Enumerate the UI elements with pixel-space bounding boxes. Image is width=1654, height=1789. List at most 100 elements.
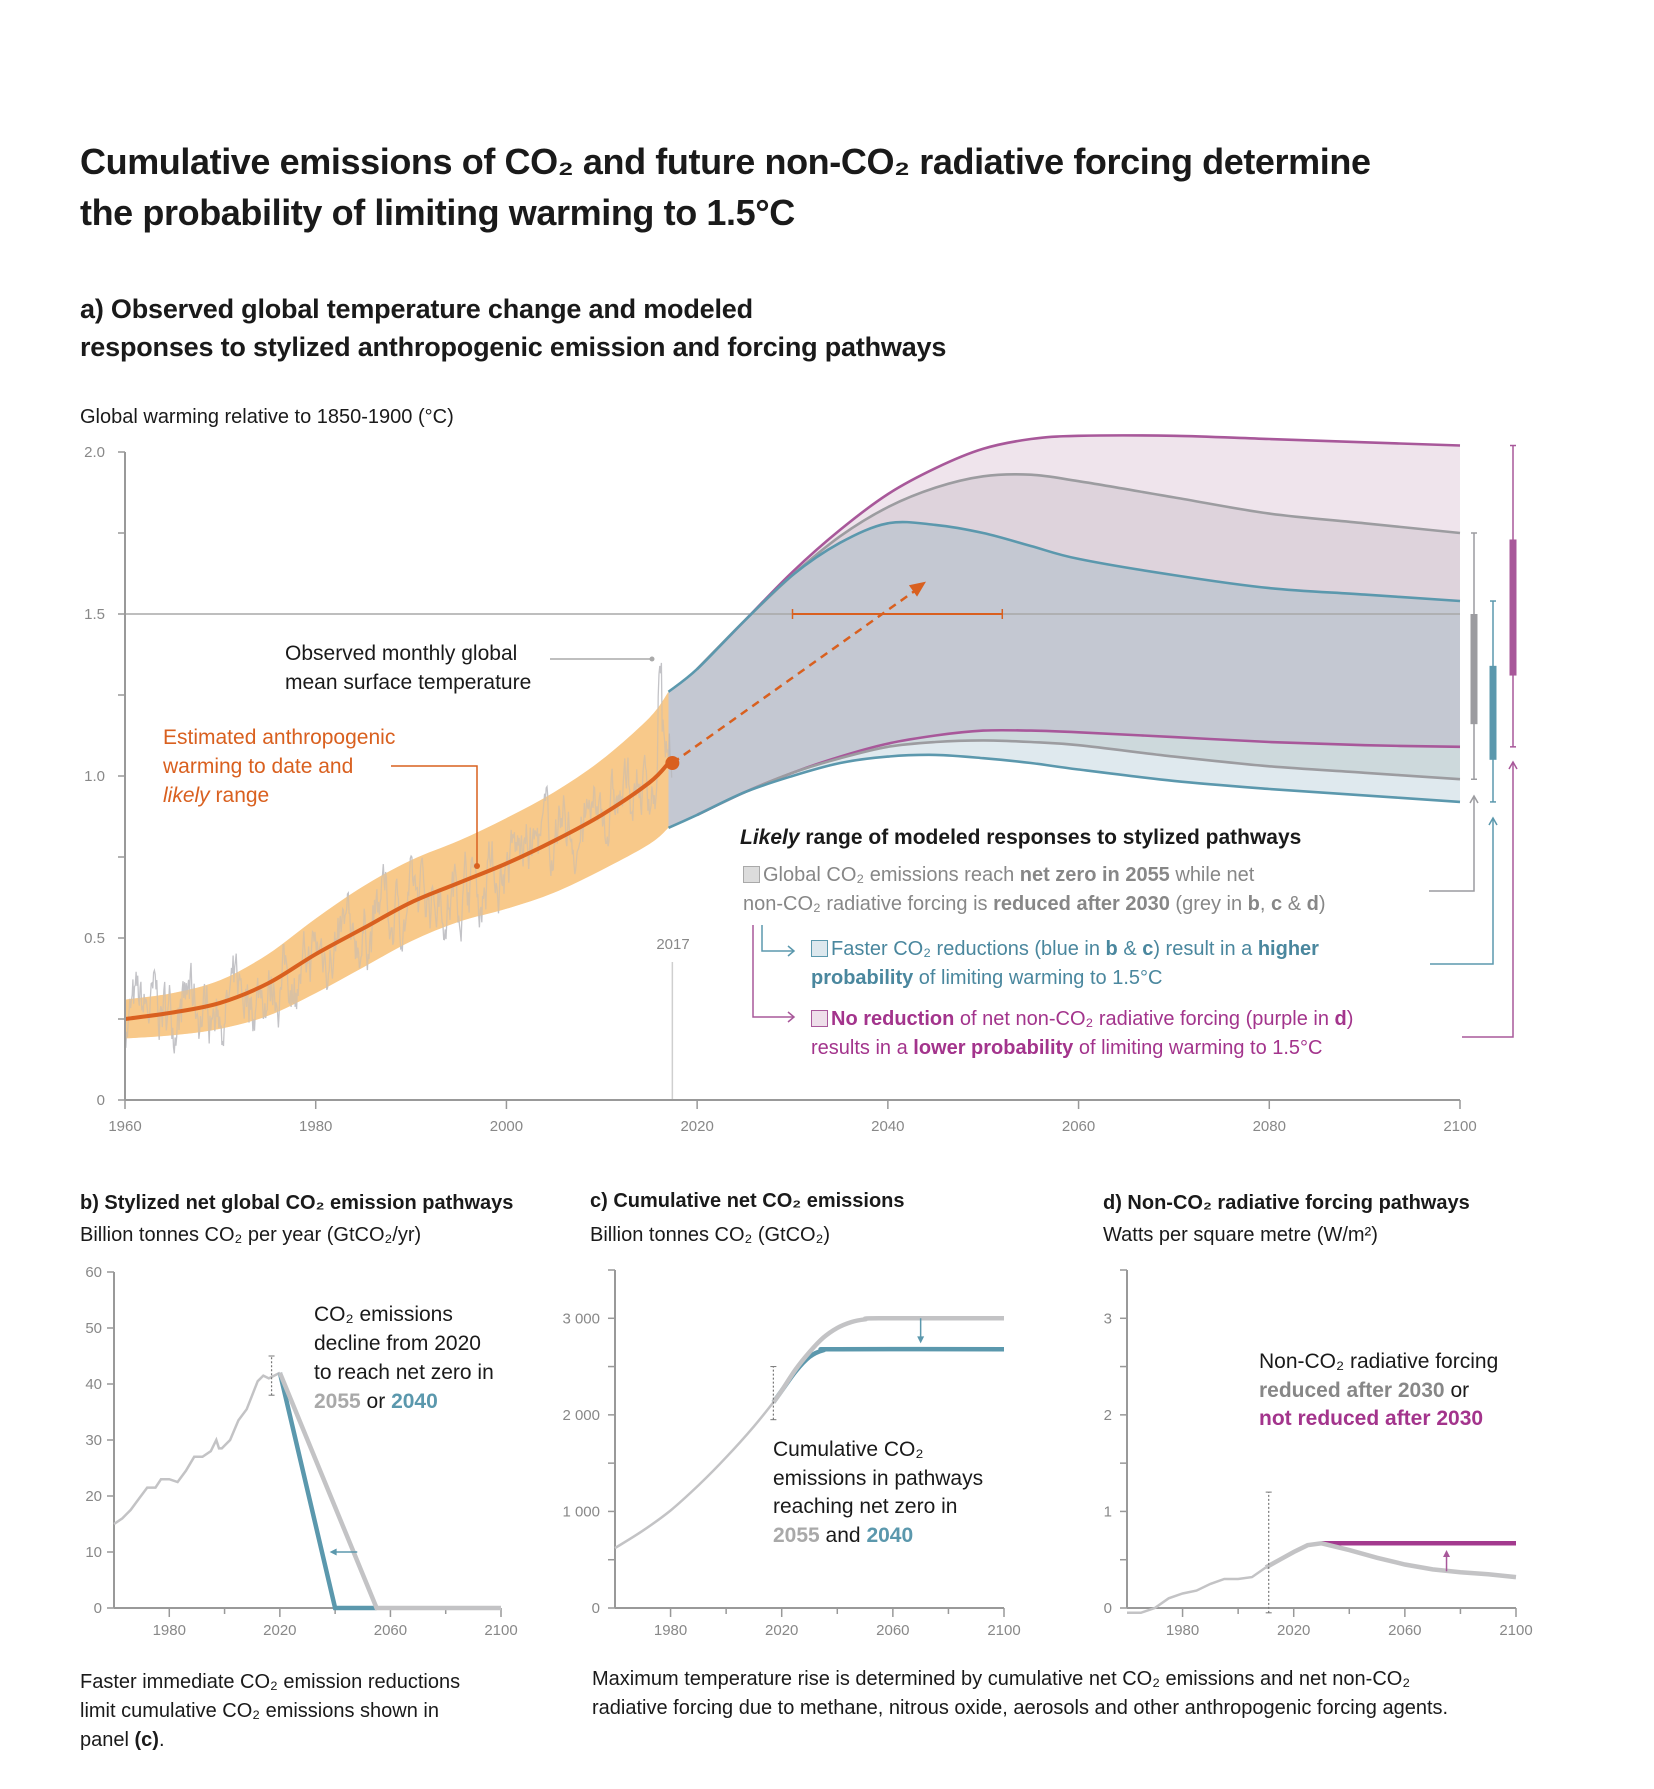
panel-d-subtitle: Watts per square metre (W/m²) <box>1103 1224 1378 1246</box>
text-run: decline from 2020 <box>314 1332 481 1355</box>
estimated-label-connector <box>391 765 478 866</box>
text-run: b <box>1247 893 1260 915</box>
heading-line: a) Observed global temperature change an… <box>80 294 753 324</box>
text-run: 2055 <box>314 1390 361 1413</box>
legend-blue: Faster CO₂ reductions (blue in b & c) re… <box>811 935 1319 993</box>
panel-a-x-tick-label: 2100 <box>1443 1118 1476 1135</box>
panel-a-x-tick-label: 1960 <box>108 1118 141 1135</box>
panel-c-x-tick-label: 2100 <box>987 1622 1020 1639</box>
text-run: warming to date and <box>163 755 354 778</box>
text-run: likely <box>163 784 210 807</box>
panel-b-y-tick-label: 0 <box>94 1600 102 1617</box>
legend-swatch <box>811 1010 828 1027</box>
arrow-left-icon <box>329 1548 337 1556</box>
panel-b-y-tick-label: 30 <box>85 1432 102 1449</box>
text-line: 2055 and 2040 <box>773 1522 983 1551</box>
text-run: emissions in pathways <box>773 1466 984 1490</box>
text-run: & <box>1117 938 1143 960</box>
text-run: . <box>158 1729 165 1751</box>
panel-b-heading: b) Stylized net global CO₂ emission path… <box>80 1192 514 1214</box>
text-run: Cumulative CO₂ <box>773 1438 924 1461</box>
panel-a-x-tick-label: 2080 <box>1253 1118 1286 1135</box>
title-line: Cumulative emissions of CO₂ and future n… <box>80 141 1371 182</box>
panel-a-x-tick-label: 2060 <box>1062 1118 1095 1135</box>
text-run: radiative forcing due to methane, nitrou… <box>592 1697 1449 1719</box>
text-run: and <box>819 1523 867 1547</box>
panel-a-x-tick-label: 1980 <box>299 1118 332 1135</box>
bracket-arrow-icon <box>787 1011 796 1023</box>
range-box-grey <box>1470 614 1478 725</box>
text-line: not reduced after 2030 <box>1259 1405 1498 1434</box>
caption-left: Faster immediate CO₂ emission reductions… <box>80 1668 460 1755</box>
cumulative-2055-line <box>771 1315 1005 1404</box>
historical-emissions-line <box>113 1371 281 1526</box>
figure-title: Cumulative emissions of CO₂ and future n… <box>80 136 1371 238</box>
net-zero-2040-line <box>277 1372 377 1611</box>
observed-series-group <box>125 662 673 1054</box>
range-box-blue <box>1489 665 1497 760</box>
blue-lower-fill <box>668 740 1460 828</box>
estimated-warming-label: Estimated anthropogenic warming to date a… <box>163 723 395 810</box>
caption-right: Maximum temperature rise is determined b… <box>592 1665 1448 1723</box>
text-run: & <box>1282 893 1307 915</box>
text-line: decline from 2020 <box>314 1329 494 1358</box>
text-run: or <box>1444 1378 1470 1402</box>
panel-b-y-tick-label: 40 <box>85 1376 102 1393</box>
text-line: radiative forcing due to methane, nitrou… <box>592 1694 1448 1723</box>
text-run: d <box>1334 1008 1347 1030</box>
text-run: non-CO₂ radiative forcing is <box>743 893 994 915</box>
panel-a-x-tick-label: 2020 <box>680 1118 713 1135</box>
text-run: Maximum temperature rise is determined b… <box>592 1668 1411 1690</box>
text-run: 2040 <box>391 1390 438 1413</box>
panel-a-ylabel: Global warming relative to 1850-1900 (°C… <box>80 406 454 428</box>
panel-b-x-tick-label: 2060 <box>374 1622 407 1639</box>
legend-grey-connector <box>1429 796 1475 892</box>
legend-grey: Global CO₂ emissions reach net zero in 2… <box>743 861 1325 919</box>
text-run: Likely <box>740 826 800 849</box>
panel-b-y-tick-label: 50 <box>85 1320 102 1337</box>
panel-b-x-tick-label: 2020 <box>263 1622 296 1639</box>
legend-blue-bracket <box>761 925 794 952</box>
historical-cumulative-line <box>614 1401 775 1550</box>
text-run: , <box>1259 893 1272 915</box>
panel-c-annotation: Cumulative CO₂ emissions in pathways reach… <box>773 1436 983 1550</box>
estimated-connector-dot <box>474 863 480 869</box>
text-run: 2055 <box>773 1523 820 1547</box>
text-line: 2055 or 2040 <box>314 1387 494 1416</box>
title-line: the probability of limiting warming to 1… <box>80 192 795 233</box>
text-line: results in a lower probability of limiti… <box>811 1034 1353 1063</box>
text-line: Global CO₂ emissions reach net zero in 2… <box>743 861 1325 890</box>
text-run: Non-CO₂ radiative forcing <box>1259 1350 1499 1373</box>
text-line: likely range <box>163 781 395 810</box>
observed-label: Observed monthly global mean surface tem… <box>285 639 531 697</box>
panel-b-y-tick-label: 60 <box>85 1264 102 1281</box>
text-run: while net <box>1169 864 1255 886</box>
text-run: ) <box>1318 893 1326 915</box>
anthropogenic-likely-range <box>125 691 669 1039</box>
text-line: Non-CO₂ radiative forcing <box>1259 1348 1498 1377</box>
pathway-grey-lower-line <box>696 739 1461 817</box>
panel-c-y-tick-label: 2 000 <box>562 1407 600 1424</box>
panel-c-y-tick-label: 0 <box>592 1600 600 1617</box>
text-run: lower probability <box>913 1037 1074 1059</box>
text-line: non-CO₂ radiative forcing is reduced aft… <box>743 890 1325 919</box>
text-run: range <box>209 784 270 807</box>
range-box-purple <box>1509 539 1517 676</box>
legend-swatch <box>811 940 828 957</box>
panel-b-annotation: CO₂ emissions decline from 2020 to reach n… <box>314 1300 494 1416</box>
panel-d-heading: d) Non-CO₂ radiative forcing pathways <box>1103 1192 1470 1214</box>
connector-arrow-icon <box>1488 816 1498 826</box>
blue-range-fill <box>668 522 1460 828</box>
net-zero-2055-line <box>277 1371 501 1611</box>
panel-d-annotation: Non-CO₂ radiative forcing reduced after 2… <box>1259 1348 1498 1434</box>
reduced-forcing-line <box>1264 1541 1517 1580</box>
projection-arrowhead <box>908 581 926 597</box>
pathway-purple-upper-line <box>696 434 1461 671</box>
text-run: higher <box>1257 938 1319 960</box>
text-line: reduced after 2030 or <box>1259 1377 1498 1406</box>
text-run: reaching net zero in <box>773 1495 958 1518</box>
legend-purple-bracket <box>752 925 794 1018</box>
text-run: of limiting warming to 1.5°C <box>1073 1037 1323 1059</box>
text-run: Global CO₂ emissions reach <box>763 864 1020 886</box>
panel-d-y-tick-label: 1 <box>1104 1503 1112 1520</box>
